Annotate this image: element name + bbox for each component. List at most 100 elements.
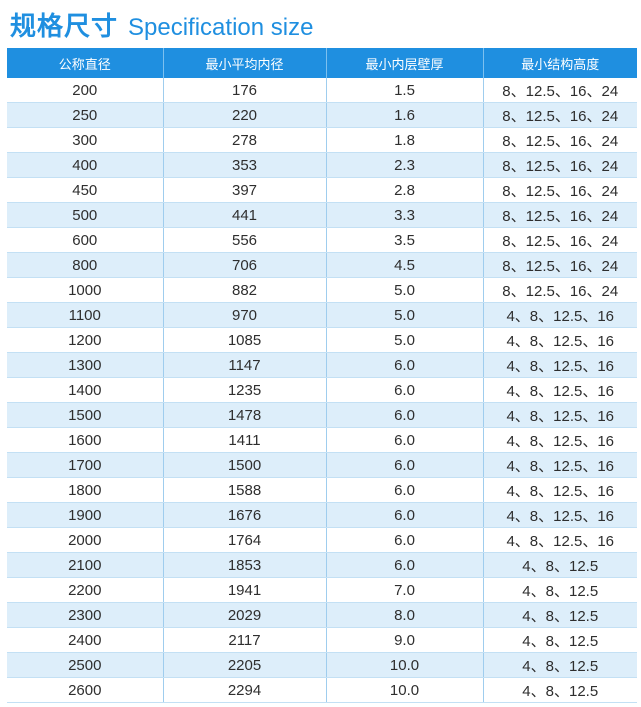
cell-nominal-diameter: 300 <box>7 127 164 153</box>
cell-min-inner-wall-thickness: 5.0 <box>326 302 484 328</box>
cell-min-avg-inner-diameter: 1853 <box>163 552 327 578</box>
cell-min-inner-wall-thickness: 8.0 <box>326 602 484 628</box>
cell-min-structure-height: 4、8、12.5、16 <box>483 477 637 503</box>
table-row: 1700 1500 6.0 4、8、12.5、16 <box>7 452 637 478</box>
cell-min-avg-inner-diameter: 1085 <box>163 327 327 353</box>
cell-nominal-diameter: 1000 <box>7 277 164 303</box>
cell-min-structure-height: 4、8、12.5、16 <box>483 377 637 403</box>
header-min-structure-height: 最小结构高度 <box>483 48 637 78</box>
cell-min-avg-inner-diameter: 1676 <box>163 502 327 528</box>
cell-min-structure-height: 8、12.5、16、24 <box>483 78 637 103</box>
cell-nominal-diameter: 2500 <box>7 652 164 678</box>
cell-min-inner-wall-thickness: 4.5 <box>326 252 484 278</box>
cell-min-structure-height: 4、8、12.5 <box>483 627 637 653</box>
cell-nominal-diameter: 1600 <box>7 427 164 453</box>
cell-nominal-diameter: 1500 <box>7 402 164 428</box>
cell-min-avg-inner-diameter: 2117 <box>163 627 327 653</box>
specification-table: 公称直径 最小平均内径 最小内层壁厚 最小结构高度 200 176 1.5 8、12.… <box>7 48 637 703</box>
cell-nominal-diameter: 1200 <box>7 327 164 353</box>
cell-min-inner-wall-thickness: 1.5 <box>326 78 484 103</box>
table-row: 2000 1764 6.0 4、8、12.5、16 <box>7 527 637 553</box>
cell-nominal-diameter: 800 <box>7 252 164 278</box>
table-row: 1400 1235 6.0 4、8、12.5、16 <box>7 377 637 403</box>
cell-min-structure-height: 4、8、12.5、16 <box>483 402 637 428</box>
table-row: 600 556 3.5 8、12.5、16、24 <box>7 227 637 253</box>
table-row: 800 706 4.5 8、12.5、16、24 <box>7 252 637 278</box>
cell-min-inner-wall-thickness: 10.0 <box>326 677 484 703</box>
page-title: 规格尺寸 Specification size <box>10 6 313 44</box>
cell-nominal-diameter: 2600 <box>7 677 164 703</box>
cell-min-structure-height: 4、8、12.5 <box>483 602 637 628</box>
cell-min-structure-height: 8、12.5、16、24 <box>483 152 637 178</box>
cell-min-structure-height: 4、8、12.5、16 <box>483 427 637 453</box>
header-min-inner-wall-thickness: 最小内层壁厚 <box>326 48 484 78</box>
table-row: 300 278 1.8 8、12.5、16、24 <box>7 127 637 153</box>
table-row: 1300 1147 6.0 4、8、12.5、16 <box>7 352 637 378</box>
table-row: 1100 970 5.0 4、8、12.5、16 <box>7 302 637 328</box>
cell-min-avg-inner-diameter: 1235 <box>163 377 327 403</box>
table-row: 1000 882 5.0 8、12.5、16、24 <box>7 277 637 303</box>
cell-nominal-diameter: 400 <box>7 152 164 178</box>
cell-nominal-diameter: 450 <box>7 177 164 203</box>
table-header: 公称直径 最小平均内径 最小内层壁厚 最小结构高度 <box>7 48 637 78</box>
cell-min-inner-wall-thickness: 3.5 <box>326 227 484 253</box>
cell-min-structure-height: 4、8、12.5 <box>483 552 637 578</box>
cell-nominal-diameter: 1400 <box>7 377 164 403</box>
header-nominal-diameter: 公称直径 <box>7 48 164 78</box>
table-body: 200 176 1.5 8、12.5、16、24 250 220 1.6 8、12.5、16、… <box>7 78 637 703</box>
cell-min-structure-height: 4、8、12.5、16 <box>483 352 637 378</box>
cell-min-avg-inner-diameter: 2205 <box>163 652 327 678</box>
cell-min-inner-wall-thickness: 2.3 <box>326 152 484 178</box>
header-row: 公称直径 最小平均内径 最小内层壁厚 最小结构高度 <box>7 48 637 78</box>
cell-min-inner-wall-thickness: 10.0 <box>326 652 484 678</box>
cell-min-inner-wall-thickness: 6.0 <box>326 552 484 578</box>
table-row: 1800 1588 6.0 4、8、12.5、16 <box>7 477 637 503</box>
cell-min-avg-inner-diameter: 441 <box>163 202 327 228</box>
cell-nominal-diameter: 600 <box>7 227 164 253</box>
cell-min-avg-inner-diameter: 397 <box>163 177 327 203</box>
cell-min-structure-height: 8、12.5、16、24 <box>483 277 637 303</box>
cell-min-structure-height: 4、8、12.5 <box>483 677 637 703</box>
cell-min-structure-height: 8、12.5、16、24 <box>483 102 637 128</box>
cell-min-structure-height: 4、8、12.5、16 <box>483 302 637 328</box>
cell-min-avg-inner-diameter: 1478 <box>163 402 327 428</box>
cell-min-avg-inner-diameter: 1764 <box>163 527 327 553</box>
cell-min-avg-inner-diameter: 2294 <box>163 677 327 703</box>
cell-min-structure-height: 8、12.5、16、24 <box>483 252 637 278</box>
cell-min-avg-inner-diameter: 706 <box>163 252 327 278</box>
cell-min-avg-inner-diameter: 882 <box>163 277 327 303</box>
cell-min-inner-wall-thickness: 9.0 <box>326 627 484 653</box>
cell-min-inner-wall-thickness: 6.0 <box>326 377 484 403</box>
cell-min-inner-wall-thickness: 6.0 <box>326 477 484 503</box>
cell-min-avg-inner-diameter: 1941 <box>163 577 327 603</box>
cell-min-avg-inner-diameter: 970 <box>163 302 327 328</box>
cell-nominal-diameter: 2000 <box>7 527 164 553</box>
table-row: 2200 1941 7.0 4、8、12.5 <box>7 577 637 603</box>
cell-min-inner-wall-thickness: 2.8 <box>326 177 484 203</box>
title-chinese: 规格尺寸 <box>10 12 119 42</box>
cell-min-avg-inner-diameter: 1147 <box>163 352 327 378</box>
cell-min-inner-wall-thickness: 6.0 <box>326 527 484 553</box>
cell-min-structure-height: 4、8、12.5、16 <box>483 327 637 353</box>
cell-nominal-diameter: 250 <box>7 102 164 128</box>
cell-min-avg-inner-diameter: 1588 <box>163 477 327 503</box>
cell-min-inner-wall-thickness: 6.0 <box>326 402 484 428</box>
cell-nominal-diameter: 200 <box>7 78 164 103</box>
cell-nominal-diameter: 1900 <box>7 502 164 528</box>
cell-min-structure-height: 4、8、12.5、16 <box>483 527 637 553</box>
cell-min-avg-inner-diameter: 278 <box>163 127 327 153</box>
table-row: 2300 2029 8.0 4、8、12.5 <box>7 602 637 628</box>
cell-nominal-diameter: 2100 <box>7 552 164 578</box>
cell-min-structure-height: 8、12.5、16、24 <box>483 227 637 253</box>
table-row: 500 441 3.3 8、12.5、16、24 <box>7 202 637 228</box>
cell-nominal-diameter: 2400 <box>7 627 164 653</box>
table-row: 450 397 2.8 8、12.5、16、24 <box>7 177 637 203</box>
cell-min-structure-height: 4、8、12.5 <box>483 652 637 678</box>
cell-nominal-diameter: 1700 <box>7 452 164 478</box>
table-row: 1200 1085 5.0 4、8、12.5、16 <box>7 327 637 353</box>
cell-min-inner-wall-thickness: 6.0 <box>326 502 484 528</box>
cell-min-avg-inner-diameter: 2029 <box>163 602 327 628</box>
cell-min-inner-wall-thickness: 5.0 <box>326 327 484 353</box>
title-english: Specification size <box>128 14 314 41</box>
cell-nominal-diameter: 2200 <box>7 577 164 603</box>
